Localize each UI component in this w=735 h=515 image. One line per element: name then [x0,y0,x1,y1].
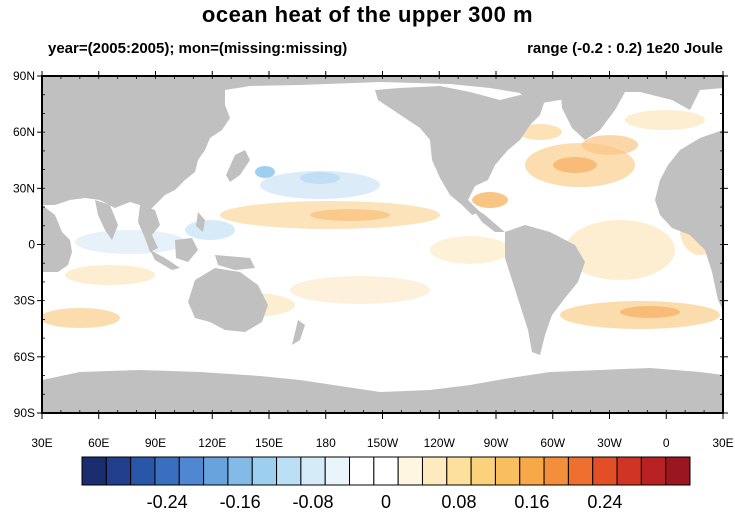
lon-label: 0 [663,436,670,450]
lat-label: 60N [13,125,35,139]
colorbar-swatch [300,456,326,486]
lon-label: 180 [316,436,336,450]
colorbar-swatch [567,456,594,486]
central-america-landmass [470,205,505,232]
map-title: ocean heat of the upper 300 m [201,2,534,27]
colorbar-label: 0.08 [441,492,476,512]
lat-label: 30S [14,294,35,308]
africa-landmass [42,205,72,272]
colorbar-swatch [470,456,496,486]
colorbar-label: -0.08 [293,492,334,512]
colorbar-label: -0.24 [147,492,188,512]
philippines-island [196,212,205,232]
lat-label: 90N [13,69,35,83]
north-america-landmass [375,86,545,215]
colorbar-swatch [446,456,472,486]
colorbar-label: 0.16 [514,492,549,512]
colorbar-swatch [494,456,521,486]
indochina-landmass [138,205,160,252]
greenland-landmass [560,82,625,140]
eurasia-landmass [42,76,723,210]
lon-label: 30E [31,436,52,450]
colorbar-swatch [519,456,545,486]
new-zealand-island [292,320,305,345]
india-landmass [95,200,118,240]
land-masses [42,76,723,413]
longitude-axis: 30E 60E 90E 120E 150E 180 150W 120W 90W 60W 30W 0 30… [31,71,734,450]
colorbar-swatch [592,456,618,486]
colorbar-swatch [105,456,132,486]
lat-label: 60S [14,350,35,364]
colorbar-swatch [349,456,375,486]
colorbar-swatch [373,456,399,486]
latitude-axis: 90N 60N 30N 0 30S 60S 90S [13,69,728,420]
lon-label: 90W [484,436,509,450]
colorbar-swatch [178,456,205,486]
lon-label: 90E [145,436,166,450]
antarctica-landmass [42,368,723,413]
new-guinea-island [215,255,255,270]
colorbar-swatch [251,456,278,486]
colorbar-swatch [397,456,423,486]
lon-label: 30W [597,436,622,450]
colorbar-swatch [665,456,691,486]
colorbar-swatch [421,456,448,486]
colorbar-swatch [640,456,667,486]
lon-label: 120W [424,436,456,450]
sumatra-island [150,250,180,270]
colorbar: -0.24 -0.16 -0.08 0 0.08 0.16 0.24 [81,456,691,512]
lon-label: 150E [255,436,283,450]
colorbar-swatch [154,456,180,486]
colorbar-swatch [81,456,107,486]
colorbar-label: 0.24 [587,492,622,512]
africa-west-landmass [655,130,723,310]
lat-label: 30N [13,181,35,195]
japan-island [226,150,250,182]
lat-label: 90S [14,406,35,420]
colorbar-label: -0.16 [220,492,261,512]
colorbar-swatch [616,456,642,486]
lon-label: 60E [88,436,109,450]
lat-label: 0 [28,238,35,252]
colorbar-label: 0 [381,492,391,512]
colorbar-swatch [227,456,253,486]
value-range-subtitle: range (-0.2 : 0.2) 1e20 Joule [527,40,723,57]
south-america-landmass [505,225,585,355]
colorbar-swatch [203,456,229,486]
lon-label: 60W [540,436,565,450]
time-range-subtitle: year=(2005:2005); mon=(missing:missing) [48,40,348,57]
colorbar-swatch [276,456,302,486]
lon-label: 30E [712,436,733,450]
lon-label: 120E [198,436,226,450]
colorbar-swatch [324,456,351,486]
colorbar-swatch [130,456,156,486]
borneo-island [175,238,198,262]
lon-label: 150W [367,436,399,450]
colorbar-swatch [543,456,569,486]
australia-landmass [188,268,268,332]
